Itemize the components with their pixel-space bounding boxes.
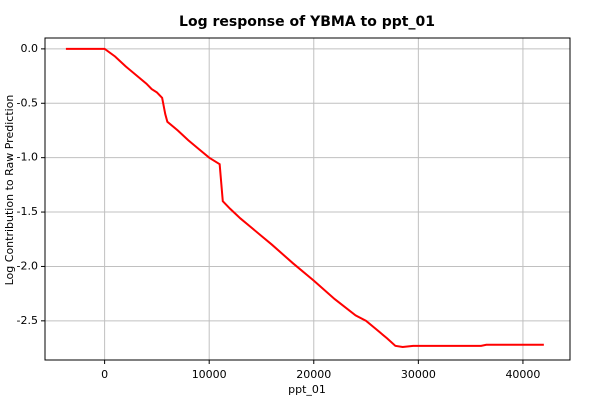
y-tick-label: 0.0 [21, 42, 39, 55]
y-tick-label: -2.5 [17, 314, 38, 327]
x-tick-label: 30000 [401, 368, 436, 381]
x-tick-label: 10000 [192, 368, 227, 381]
data-line [65, 47, 544, 348]
y-tick-label: -1.5 [17, 205, 38, 218]
y-axis-label: Log Contribution to Raw Prediction [3, 95, 16, 286]
x-axis-label: ppt_01 [288, 383, 326, 396]
x-tick-label: 20000 [296, 368, 331, 381]
chart-title: Log response of YBMA to ppt_01 [179, 14, 435, 30]
x-tick-label: 40000 [505, 368, 540, 381]
y-tick-label: -0.5 [17, 96, 38, 109]
y-tick-label: -1.0 [17, 151, 38, 164]
x-tick-label: 0 [101, 368, 108, 381]
y-tick-label: -2.0 [17, 259, 38, 272]
plot-frame [44, 37, 571, 361]
